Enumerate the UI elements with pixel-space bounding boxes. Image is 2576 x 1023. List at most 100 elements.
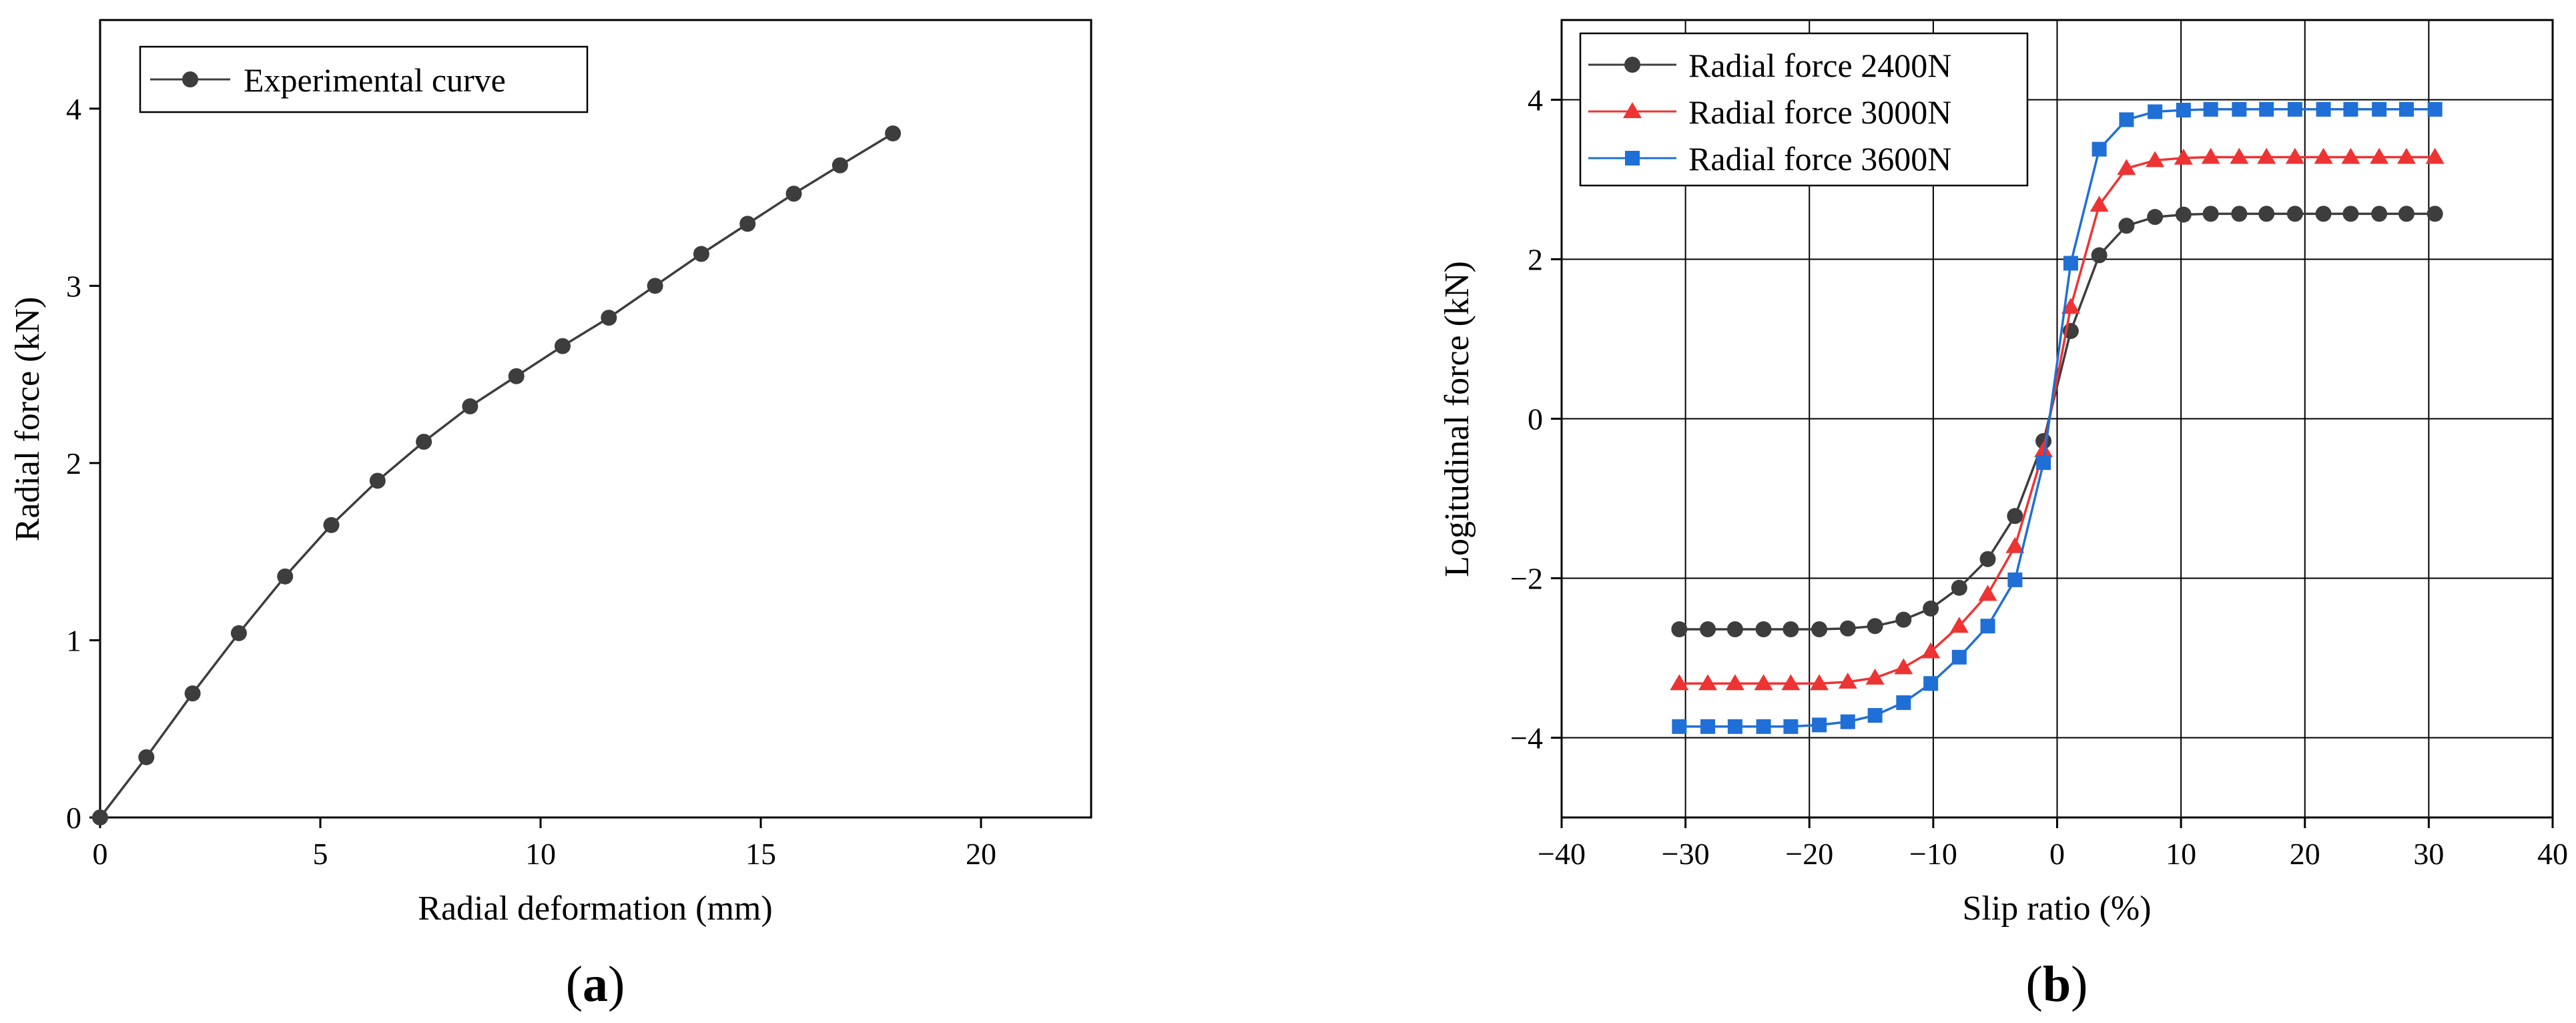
panel-a-series [92,125,901,825]
data-point [1727,719,1742,734]
data-point [277,568,294,585]
data-point [2341,147,2360,164]
data-point [2230,147,2249,164]
legend-label-3600: Radial force 3600N [1688,140,1951,178]
data-point [1783,719,1799,734]
data-point [1867,618,1883,635]
data-point [1896,695,1911,710]
data-point [1783,621,1799,637]
y-tick-label: 4 [1528,83,1543,117]
data-point [2063,256,2078,271]
y-tick-label: 1 [66,623,81,657]
data-point [1867,708,1883,723]
data-point [885,125,901,141]
panel-b-legend-item-3000: Radial force 3000N [1588,93,1951,131]
data-point [2119,112,2134,127]
data-point [1978,585,1997,601]
x-tick-label: −10 [1909,837,1957,871]
legend-label-3000: Radial force 3000N [1688,93,1951,131]
series-line [99,132,894,819]
data-point [2342,206,2359,222]
legend-marker-3600 [1625,151,1640,165]
series-radial-force-3000n [1670,147,2445,691]
data-point [92,809,108,825]
y-tick-label: 2 [1528,243,1543,277]
data-point [555,338,571,354]
series-experimental-curve [92,125,901,825]
x-tick-label: 20 [966,837,996,871]
data-point [1671,621,1688,637]
panel-b-letter: b [2043,956,2071,1012]
data-point [2287,101,2302,117]
data-point [1949,617,1969,633]
data-point [2258,206,2275,222]
data-point [2370,147,2389,164]
x-tick-label: −20 [1785,837,1833,871]
data-point [2176,103,2191,118]
data-point [1700,621,1716,637]
data-point [601,310,617,326]
y-tick-label: −4 [1510,721,1543,755]
data-point [2146,151,2165,167]
data-point [1840,714,1855,729]
x-tick-label: 20 [2290,837,2320,871]
legend-marker-3000 [1623,102,1642,118]
data-point [416,434,432,450]
data-point [1670,674,1689,691]
data-point [2091,141,2107,157]
data-point [2202,206,2219,222]
y-tick-label: 0 [1528,402,1543,436]
panel-a-letter: a [583,956,608,1012]
panel-a-y-axis-label: Radial force (kN) [9,297,47,542]
data-point [2231,206,2248,222]
data-point [832,157,848,174]
data-point [1781,674,1801,691]
data-point [2371,206,2388,222]
data-point [1810,674,1829,691]
panel-b-series [1670,101,2445,734]
panel-b-legend-box [1579,32,2029,187]
data-point [1839,620,1856,637]
data-point [1811,621,1828,637]
data-point [2036,455,2051,470]
data-point [1865,668,1885,685]
data-point [2232,101,2247,117]
data-point [2201,147,2220,164]
data-point [1894,658,1913,675]
data-point [2147,209,2164,226]
data-point [1812,717,1827,733]
data-point [2372,101,2387,117]
data-point [2118,218,2135,234]
data-point [2427,101,2443,117]
data-point [2343,101,2358,117]
panel-b-x-ticks: −40 −30 −20 −10 0 10 20 30 40 [1538,817,2568,871]
x-tick-label: 10 [525,837,556,871]
x-tick-label: −40 [1538,837,1586,871]
panel-a-legend-label: Experimental curve [244,61,506,99]
data-point [2148,104,2163,119]
panel-b-x-axis-label: Slip ratio (%) [1962,890,2151,928]
data-point [184,685,201,702]
x-tick-label: −30 [1662,837,1710,871]
data-point [2007,508,2023,525]
data-point [2091,247,2108,264]
y-tick-label: 3 [66,269,81,303]
y-tick-label: 2 [66,446,81,480]
data-point [2005,537,2025,553]
data-point [2425,147,2445,164]
data-point [647,278,663,294]
data-point [739,216,756,232]
data-point [2175,206,2192,223]
x-tick-label: 0 [93,837,108,871]
data-point [2427,206,2443,222]
data-point [2034,441,2053,458]
data-point [1979,551,1996,567]
data-point [2007,572,2023,587]
data-point [323,517,340,533]
data-point [2117,159,2136,176]
data-point [2398,206,2414,222]
series-radial-force-3600n [1672,101,2443,734]
data-point [1838,672,1857,689]
data-point [508,368,525,384]
